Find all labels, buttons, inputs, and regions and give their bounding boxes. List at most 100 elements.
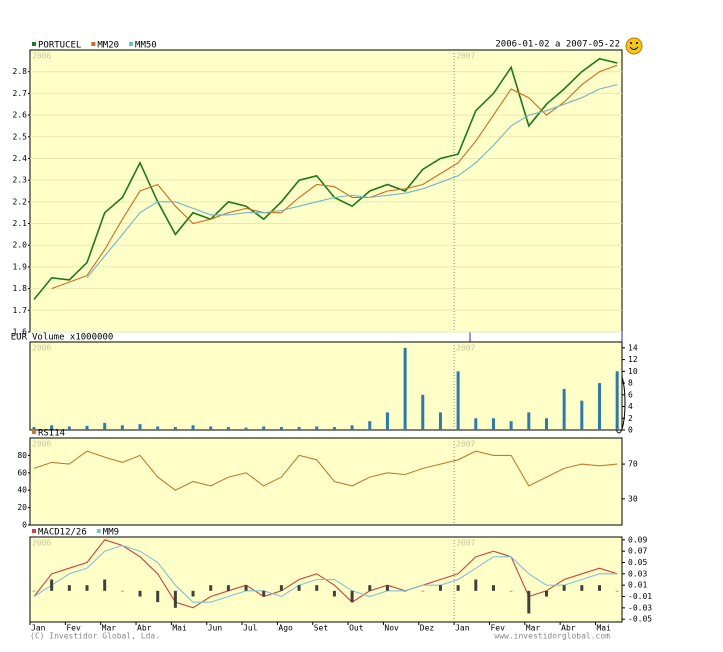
- y-tick-label: 0.03: [628, 569, 647, 578]
- bar: [403, 347, 407, 430]
- bar: [332, 590, 336, 597]
- x-tick-label: Jun: [208, 624, 223, 633]
- year-watermark: 2007: [456, 440, 475, 449]
- y-tick-label: 0.07: [628, 547, 647, 556]
- bar: [138, 424, 142, 430]
- panel-background: [29, 49, 623, 333]
- bar: [509, 590, 513, 592]
- year-watermark: 2007: [456, 539, 475, 548]
- series-line: [51, 64, 618, 290]
- bar: [597, 585, 601, 591]
- bar: [297, 427, 301, 430]
- bar: [103, 422, 107, 430]
- bar: [456, 371, 460, 430]
- bar: [262, 426, 266, 430]
- bar: [226, 427, 230, 430]
- y-tick-label: 2: [628, 414, 633, 423]
- y-tick-label: -0.03: [628, 603, 652, 612]
- y-tick-label: 2.6: [13, 111, 28, 120]
- website: www.investidorglobal.com: [494, 632, 610, 641]
- y-tick-label: 12: [628, 355, 638, 364]
- x-tick-label: Jan: [455, 624, 470, 633]
- panel-background: [29, 437, 623, 526]
- y-tick-label: 60: [17, 468, 27, 477]
- y-tick-label: 20: [17, 503, 27, 512]
- legend-label: MM9: [103, 528, 119, 538]
- x-tick-label: Fev: [490, 624, 505, 633]
- bar: [279, 427, 283, 430]
- smiley-face: [629, 46, 639, 50]
- bar: [615, 590, 619, 592]
- bar: [421, 590, 425, 592]
- bar: [103, 579, 107, 591]
- series-line: [33, 57, 618, 301]
- bar: [438, 412, 442, 430]
- bar: [474, 579, 478, 591]
- y-tick-label: 1.7: [13, 306, 28, 315]
- y-tick-label: 0.05: [628, 558, 647, 567]
- x-tick-label: Mar: [102, 624, 117, 633]
- year-watermark: 2006: [32, 440, 51, 449]
- bar: [50, 579, 54, 591]
- x-tick-label: Jan: [31, 624, 46, 633]
- copyright: (C) Investidor Global, Lda.: [30, 632, 160, 641]
- y-tick-label: 10: [628, 367, 638, 376]
- y-tick-label: 1.9: [13, 262, 28, 271]
- legend-swatch: [32, 529, 36, 533]
- y-tick-label: 1.6: [13, 328, 28, 337]
- bar: [385, 412, 389, 430]
- y-tick-label: 70: [628, 460, 638, 469]
- y-tick-label: 8: [628, 379, 633, 388]
- legend-swatch: [91, 42, 96, 46]
- x-tick-label: Set: [314, 624, 329, 633]
- y-tick-label: 30: [628, 494, 638, 503]
- bar: [350, 425, 354, 430]
- smiley-eye: [630, 42, 632, 44]
- legend-label: MM20: [97, 41, 119, 51]
- year-watermark: 2006: [32, 539, 51, 548]
- bar: [580, 400, 584, 430]
- bar: [85, 585, 89, 591]
- bar: [491, 418, 495, 430]
- bar: [385, 585, 389, 591]
- y-tick-label: 40: [17, 486, 27, 495]
- legend-swatch: [32, 430, 36, 434]
- bar: [209, 426, 213, 430]
- bar: [332, 427, 336, 430]
- bar: [474, 418, 478, 430]
- y-tick-label: 80: [17, 451, 27, 460]
- bar: [297, 585, 301, 591]
- y-label: EUR: [11, 333, 28, 343]
- y-tick-label: -0.05: [628, 615, 652, 624]
- bar: [191, 425, 195, 430]
- bar: [350, 590, 354, 603]
- bar: [209, 585, 213, 591]
- bar: [544, 590, 548, 597]
- smiley: [625, 37, 643, 55]
- year-watermark: 2006: [32, 344, 51, 353]
- bar: [50, 425, 54, 430]
- bar: [403, 590, 407, 592]
- smiley-eye: [636, 42, 638, 44]
- bar: [509, 421, 513, 430]
- x-tick-label: Abr: [561, 624, 576, 633]
- x-tick-label: Ago: [278, 624, 293, 633]
- y-tick-label: 0: [22, 521, 27, 530]
- y-tick-label: 2.5: [13, 132, 28, 141]
- x-tick-label: Mai: [172, 624, 187, 633]
- y-tick-label: 14: [628, 343, 638, 352]
- y-tick-label: 2.7: [13, 89, 28, 98]
- y-tick-label: -0.01: [628, 592, 652, 601]
- legend-label: RSI14: [38, 429, 65, 439]
- bar: [32, 590, 36, 592]
- bar: [138, 590, 142, 597]
- bar: [67, 585, 71, 591]
- bar: [120, 590, 124, 592]
- x-tick-label: Nov: [384, 624, 399, 633]
- x-tick-label: Fev: [66, 624, 81, 633]
- panel-title: Volume x1000000: [32, 333, 113, 343]
- y-tick-label: 1.8: [13, 284, 28, 293]
- bar: [85, 425, 89, 430]
- bar: [527, 590, 531, 614]
